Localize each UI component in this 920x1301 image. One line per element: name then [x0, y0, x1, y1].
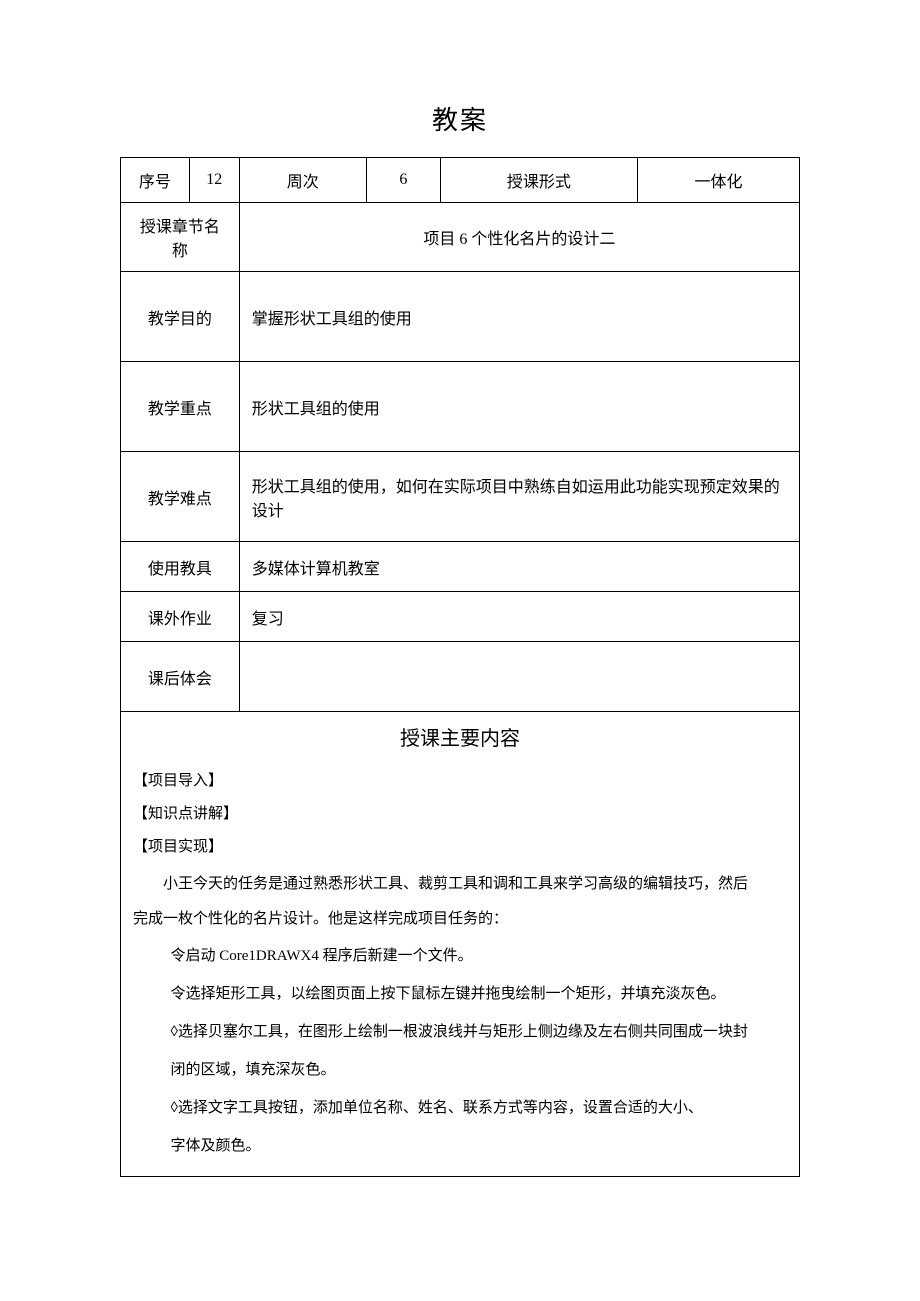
reflection-row: 课后体会 [121, 642, 800, 712]
difficulty-row: 教学难点 形状工具组的使用，如何在实际项目中熟练自如运用此功能实现预定效果的设计 [121, 452, 800, 542]
section-knowledge: 【知识点讲解】 [133, 802, 787, 823]
intro-paragraph-line1: 小王今天的任务是通过熟悉形状工具、裁剪工具和调和工具来学习高级的编辑技巧，然后 [133, 868, 787, 901]
homework-value: 复习 [239, 592, 799, 642]
intro-paragraph-line2: 完成一枚个性化的名片设计。他是这样完成项目任务的： [133, 903, 787, 936]
main-content-cell: 授课主要内容 【项目导入】 【知识点讲解】 【项目实现】 小王今天的任务是通过熟… [121, 712, 800, 1177]
keypoint-row: 教学重点 形状工具组的使用 [121, 362, 800, 452]
homework-row: 课外作业 复习 [121, 592, 800, 642]
homework-label: 课外作业 [121, 592, 240, 642]
keypoint-value: 形状工具组的使用 [239, 362, 799, 452]
main-content-row: 授课主要内容 【项目导入】 【知识点讲解】 【项目实现】 小王今天的任务是通过熟… [121, 712, 800, 1177]
step-2: 令选择矩形工具，以绘图页面上按下鼠标左键并拖曳绘制一个矩形，并填充淡灰色。 [133, 976, 787, 1012]
step-4-line2: 字体及颜色。 [133, 1128, 787, 1164]
section-implement: 【项目实现】 [133, 835, 787, 856]
lesson-plan-table: 序号 12 周次 6 授课形式 一体化 授课章节名称 项目 6 个性化名片的设计… [120, 157, 800, 1177]
objective-row: 教学目的 掌握形状工具组的使用 [121, 272, 800, 362]
keypoint-label: 教学重点 [121, 362, 240, 452]
document-title: 教案 [120, 100, 800, 137]
tools-label: 使用教具 [121, 542, 240, 592]
difficulty-value: 形状工具组的使用，如何在实际项目中熟练自如运用此功能实现预定效果的设计 [239, 452, 799, 542]
section-intro: 【项目导入】 [133, 769, 787, 790]
seq-label: 序号 [121, 158, 190, 203]
step-3-line2: 闭的区域，填充深灰色。 [133, 1052, 787, 1088]
main-content-title: 授课主要内容 [133, 722, 787, 751]
reflection-value [239, 642, 799, 712]
seq-value: 12 [189, 158, 239, 203]
chapter-label: 授课章节名称 [121, 203, 240, 272]
tools-value: 多媒体计算机教室 [239, 542, 799, 592]
form-label: 授课形式 [440, 158, 637, 203]
reflection-label: 课后体会 [121, 642, 240, 712]
chapter-row: 授课章节名称 项目 6 个性化名片的设计二 [121, 203, 800, 272]
tools-row: 使用教具 多媒体计算机教室 [121, 542, 800, 592]
week-value: 6 [366, 158, 440, 203]
difficulty-label: 教学难点 [121, 452, 240, 542]
chapter-value: 项目 6 个性化名片的设计二 [239, 203, 799, 272]
step-4-line1: ◊选择文字工具按钮，添加单位名称、姓名、联系方式等内容，设置合适的大小、 [133, 1090, 787, 1126]
step-3-line1: ◊选择贝塞尔工具，在图形上绘制一根波浪线并与矩形上侧边缘及左右侧共同围成一块封 [133, 1014, 787, 1050]
week-label: 周次 [239, 158, 366, 203]
objective-label: 教学目的 [121, 272, 240, 362]
objective-value: 掌握形状工具组的使用 [239, 272, 799, 362]
form-value: 一体化 [637, 158, 799, 203]
step-1: 令启动 Core1DRAWX4 程序后新建一个文件。 [133, 938, 787, 974]
header-row: 序号 12 周次 6 授课形式 一体化 [121, 158, 800, 203]
